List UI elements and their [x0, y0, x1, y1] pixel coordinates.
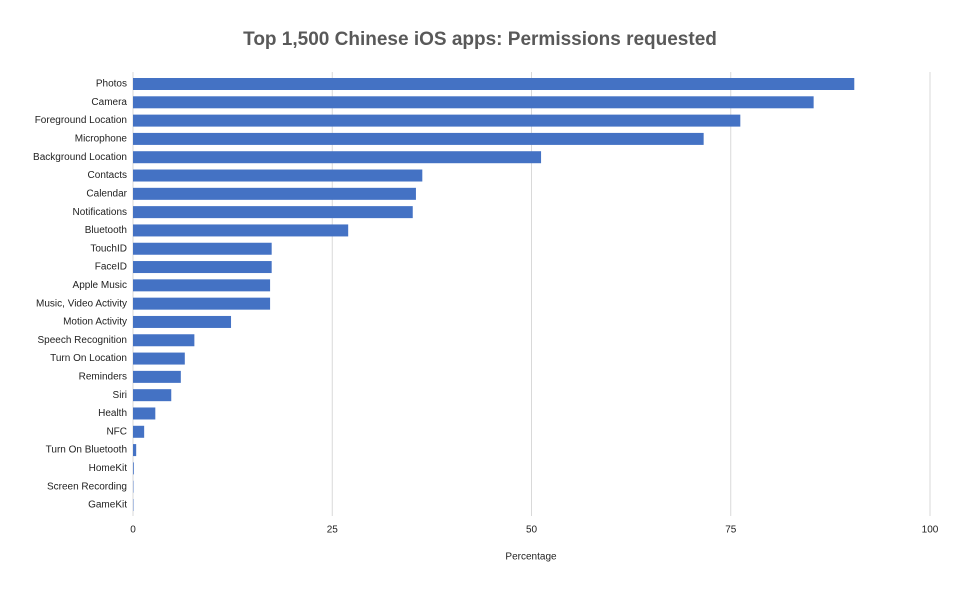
bar: [133, 462, 134, 475]
bar: [133, 242, 272, 255]
y-tick-label: Speech Recognition: [37, 335, 127, 346]
bar: [133, 407, 156, 420]
bar: [133, 334, 195, 347]
y-tick-label: Reminders: [79, 372, 127, 383]
chart-title: Top 1,500 Chinese iOS apps: Permissions …: [243, 29, 717, 50]
y-tick-label: Photos: [96, 79, 127, 90]
bar: [133, 352, 185, 365]
bar: [133, 78, 855, 90]
y-tick-label: Screen Recording: [47, 481, 127, 492]
bar: [133, 370, 181, 383]
bar: [133, 206, 413, 219]
x-tick-label: 75: [725, 525, 737, 536]
y-tick-label: Apple Music: [73, 280, 127, 291]
y-tick-label: Bluetooth: [85, 225, 127, 236]
y-tick-label: HomeKit: [89, 463, 128, 474]
y-tick-label: Health: [98, 408, 127, 419]
bar: [133, 261, 272, 274]
bar: [133, 151, 542, 164]
y-tick-label: Notifications: [73, 207, 127, 218]
y-tick-label: GameKit: [88, 500, 127, 511]
bar: [133, 315, 232, 328]
y-tick-label: FaceID: [95, 262, 127, 273]
y-tick-label: TouchID: [90, 243, 127, 254]
y-tick-label: Turn On Location: [50, 353, 127, 364]
x-tick-label: 0: [130, 525, 136, 536]
y-tick-label: NFC: [106, 426, 127, 437]
y-tick-label: Microphone: [75, 134, 128, 145]
bar: [133, 132, 704, 145]
y-tick-label: Music, Video Activity: [36, 298, 127, 309]
bar: [133, 425, 145, 438]
y-tick-label: Foreground Location: [35, 115, 127, 126]
y-tick-label: Background Location: [33, 152, 127, 163]
bar: [133, 187, 416, 200]
y-tick-label: Turn On Bluetooth: [46, 445, 127, 456]
bar: [133, 224, 349, 237]
y-tick-label: Siri: [113, 390, 127, 401]
bar: [133, 297, 271, 310]
x-tick-label: 100: [922, 525, 939, 536]
x-tick-label: 50: [526, 525, 538, 536]
y-tick-label: Motion Activity: [63, 317, 127, 328]
x-axis-label: Percentage: [505, 552, 557, 563]
y-tick-label: Calendar: [86, 188, 127, 199]
bar: [133, 389, 172, 402]
x-tick-label: 25: [327, 525, 339, 536]
bar: [133, 169, 423, 182]
bar: [133, 444, 137, 457]
bar: [133, 114, 741, 127]
y-tick-label: Camera: [91, 97, 127, 108]
bar: [133, 279, 271, 292]
bar: [133, 96, 814, 109]
y-tick-label: Contacts: [88, 170, 127, 181]
